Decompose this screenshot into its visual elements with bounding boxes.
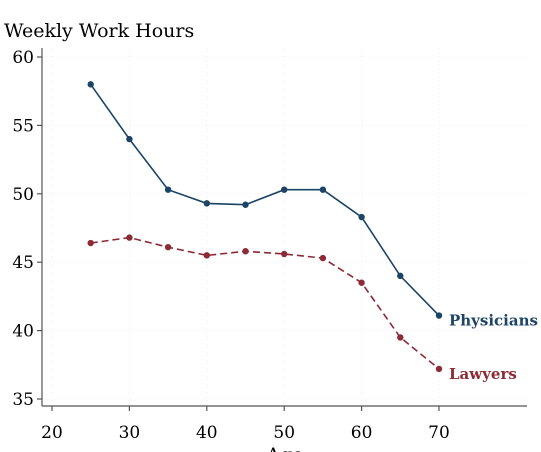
data-point <box>435 312 443 319</box>
data-point <box>242 248 249 255</box>
grid <box>42 48 527 406</box>
series-physicians: Physicians <box>87 81 538 330</box>
data-point <box>203 200 210 207</box>
data-point <box>87 239 94 247</box>
x-tick-label: 70 <box>428 423 450 443</box>
y-tick-label: 55 <box>12 116 34 136</box>
data-point <box>281 250 288 258</box>
y-tick-label: 50 <box>12 185 34 205</box>
data-point <box>319 186 327 193</box>
data-point <box>397 334 404 341</box>
y-tick-label: 45 <box>12 253 34 273</box>
data-point <box>164 186 172 193</box>
data-point <box>358 279 365 286</box>
x-tick-label: 20 <box>41 423 63 443</box>
data-point <box>87 81 94 88</box>
x-tick-label: 50 <box>273 423 295 443</box>
data-point <box>164 243 172 251</box>
y-ticks: 35 40 45 50 55 60 <box>12 48 42 410</box>
data-point <box>319 254 327 262</box>
data-point <box>242 201 249 208</box>
data-point <box>126 234 133 241</box>
series-label: Physicians <box>449 312 538 330</box>
data-point <box>435 365 443 373</box>
y-tick-label: 60 <box>12 48 34 68</box>
x-axis-title: Age <box>265 444 303 452</box>
series: Physicians Lawyers <box>87 81 538 383</box>
x-tick-label: 60 <box>351 423 373 443</box>
y-tick-label: 35 <box>12 390 34 410</box>
series-line <box>90 83 440 317</box>
data-point <box>397 272 404 280</box>
y-axis-title: Weekly Work Hours <box>4 20 194 42</box>
y-tick-label: 40 <box>12 322 34 342</box>
data-point <box>281 186 288 193</box>
series-label: Lawyers <box>449 365 517 383</box>
series-lawyers: Lawyers <box>87 234 517 383</box>
data-point <box>358 213 365 221</box>
x-ticks: 20 30 40 50 60 70 <box>41 406 450 443</box>
x-tick-label: 40 <box>196 423 218 443</box>
data-point <box>126 135 133 143</box>
data-point <box>203 252 210 259</box>
x-tick-label: 30 <box>119 423 141 443</box>
series-line <box>90 236 440 370</box>
